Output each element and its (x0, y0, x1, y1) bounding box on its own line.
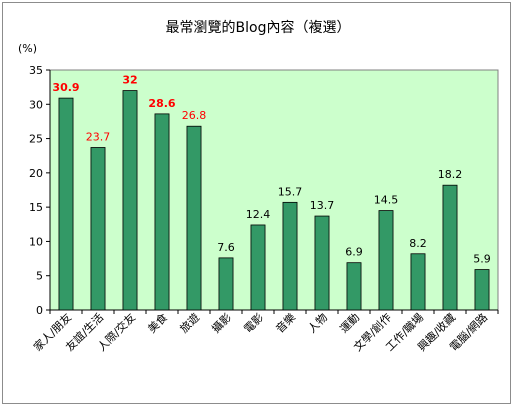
y-unit-label: (%) (18, 42, 37, 55)
bar (122, 90, 138, 311)
value-label: 8.2 (409, 237, 427, 250)
bar (474, 269, 490, 311)
bar (282, 201, 298, 311)
category-label: 人物 (305, 310, 330, 335)
bar (90, 147, 106, 311)
value-labels: 30.9 23.7 32 28.6 26.8 7.6 12.4 15.7 13.7 6.9 14.5… (52, 74, 490, 266)
bar (186, 125, 202, 311)
bar (218, 257, 234, 311)
value-label: 12.4 (246, 208, 271, 221)
category-label: 電影 (241, 311, 266, 336)
y-tick-label: 5 (36, 270, 43, 283)
chart-title: 最常瀏覽的Blog內容（複選） (166, 19, 351, 36)
value-label: 30.9 (52, 81, 79, 94)
y-tick-label: 30 (29, 98, 43, 111)
bar (314, 215, 330, 311)
value-label: 13.7 (310, 199, 335, 212)
y-tick-label: 20 (29, 167, 43, 180)
y-tick-label: 15 (29, 201, 43, 214)
bar (346, 262, 362, 311)
value-label: 15.7 (278, 185, 303, 198)
bars (58, 90, 490, 311)
category-label: 美食 (145, 310, 170, 335)
plot-area (49, 69, 499, 311)
value-label: 14.5 (374, 194, 399, 207)
value-label: 7.6 (217, 241, 235, 254)
value-label: 6.9 (345, 246, 363, 259)
bar (154, 113, 170, 311)
value-label: 18.2 (438, 168, 463, 181)
y-tick-label: 25 (29, 133, 43, 146)
bar (442, 184, 458, 311)
value-label: 32 (122, 74, 137, 87)
y-tick-labels: 0 5 10 15 20 25 30 35 (29, 64, 43, 317)
category-label: 攝影 (209, 310, 234, 335)
value-label: 28.6 (148, 97, 175, 110)
bar (410, 253, 426, 311)
bar (378, 210, 394, 311)
bar (250, 224, 266, 311)
bar (58, 97, 74, 311)
y-tick-label: 0 (36, 304, 43, 317)
value-label: 5.9 (473, 253, 491, 266)
y-tick-label: 10 (29, 235, 43, 248)
y-tick-label: 35 (29, 64, 43, 77)
category-label: 旅遊 (177, 310, 202, 335)
value-label: 26.8 (182, 109, 207, 122)
category-label: 音樂 (273, 310, 298, 335)
value-label: 23.7 (86, 130, 111, 143)
category-label: 運動 (337, 310, 362, 335)
